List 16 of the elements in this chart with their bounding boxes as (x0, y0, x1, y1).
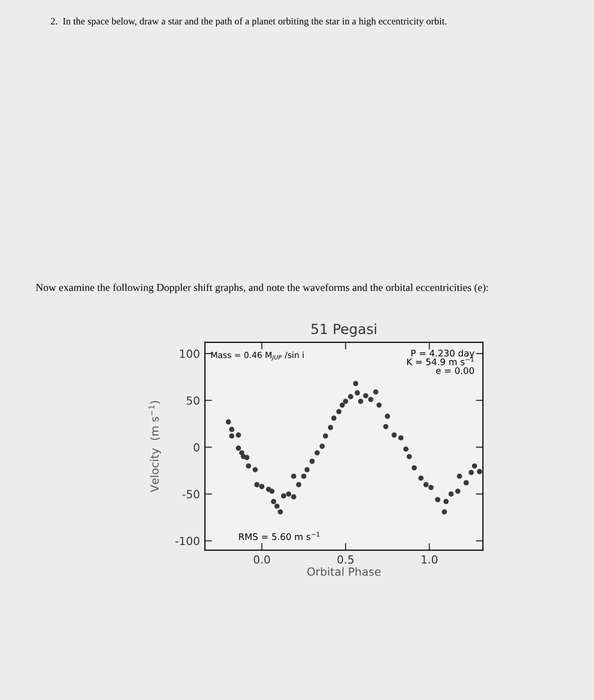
y-tick-label: -100 (175, 536, 200, 546)
chart-title: 51 Pegasi (312, 323, 376, 337)
y-axis-title: Velocity (m s$^{−1}$) (148, 401, 161, 492)
y-tick-label: 0 (194, 443, 200, 452)
y-tick-label: -50 (182, 490, 200, 498)
x-tick-label: 0.0 (254, 555, 270, 564)
y-tick-label: 50 (186, 396, 200, 405)
text: Now examine the following Doppler shift graphs, and note the waveforms and the orbital eccentricities (e): (36, 284, 488, 294)
x-tick-label: 0.5 (338, 555, 354, 564)
annotation: P = 4.230 day K = 54.9 m s$^{−1}$ e = 0.00 (407, 350, 474, 374)
text: 2. In the space below, draw a star and the path of a planet orbiting the star in a high eccentricity orbit. (50, 18, 446, 26)
x-axis-title: Orbital Phase (307, 567, 381, 576)
annotation: RMS = 5.60 m s$^{−1}$ (239, 532, 320, 540)
x-tick-label: 1.0 (422, 555, 438, 564)
y-tick-label: 100 (180, 350, 200, 358)
annotation: Mass = 0.46 M$_{JUP}$ /sin i (211, 352, 304, 361)
